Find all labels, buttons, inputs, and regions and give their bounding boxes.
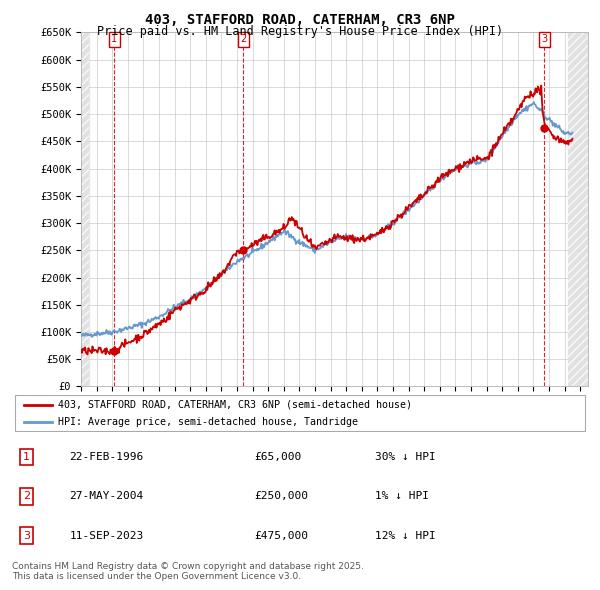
Text: 1: 1 xyxy=(23,452,30,462)
Text: 2: 2 xyxy=(240,34,247,44)
Text: HPI: Average price, semi-detached house, Tandridge: HPI: Average price, semi-detached house,… xyxy=(58,417,358,427)
Text: This data is licensed under the Open Government Licence v3.0.: This data is licensed under the Open Gov… xyxy=(12,572,301,581)
Text: 403, STAFFORD ROAD, CATERHAM, CR3 6NP: 403, STAFFORD ROAD, CATERHAM, CR3 6NP xyxy=(145,13,455,27)
Text: 1% ↓ HPI: 1% ↓ HPI xyxy=(375,491,429,501)
Bar xyxy=(568,32,588,386)
Text: Price paid vs. HM Land Registry's House Price Index (HPI): Price paid vs. HM Land Registry's House … xyxy=(97,25,503,38)
Text: £65,000: £65,000 xyxy=(254,452,301,462)
Text: £250,000: £250,000 xyxy=(254,491,308,501)
Bar xyxy=(81,32,89,386)
Text: 27-MAY-2004: 27-MAY-2004 xyxy=(70,491,144,501)
FancyBboxPatch shape xyxy=(15,395,585,431)
Text: 3: 3 xyxy=(23,530,30,540)
Text: 11-SEP-2023: 11-SEP-2023 xyxy=(70,530,144,540)
Text: 22-FEB-1996: 22-FEB-1996 xyxy=(70,452,144,462)
Text: 3: 3 xyxy=(541,34,547,44)
Text: 2: 2 xyxy=(23,491,30,501)
Text: Contains HM Land Registry data © Crown copyright and database right 2025.: Contains HM Land Registry data © Crown c… xyxy=(12,562,364,571)
Text: 403, STAFFORD ROAD, CATERHAM, CR3 6NP (semi-detached house): 403, STAFFORD ROAD, CATERHAM, CR3 6NP (s… xyxy=(58,400,412,409)
Text: £475,000: £475,000 xyxy=(254,530,308,540)
Text: 12% ↓ HPI: 12% ↓ HPI xyxy=(375,530,436,540)
Text: 30% ↓ HPI: 30% ↓ HPI xyxy=(375,452,436,462)
Text: 1: 1 xyxy=(111,34,117,44)
